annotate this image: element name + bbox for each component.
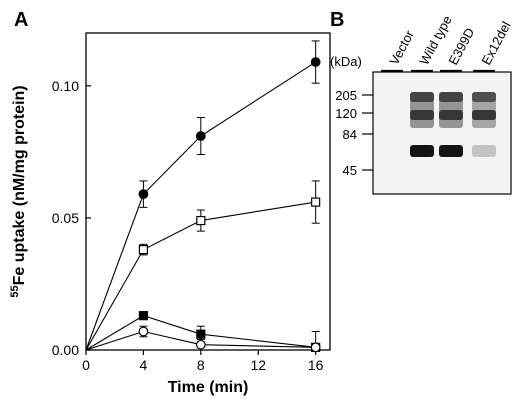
data-point — [195, 339, 206, 350]
data-point — [138, 245, 149, 255]
band-120kda — [439, 110, 463, 120]
band-205kda — [439, 92, 463, 102]
panel-a-letter: A — [14, 9, 28, 31]
data-point — [138, 326, 149, 337]
data-point — [138, 311, 149, 321]
band-65kda — [439, 145, 463, 157]
lane-label: Vector — [386, 27, 417, 67]
blot-bands — [410, 92, 496, 157]
molecular-weight-label: 84 — [343, 127, 357, 142]
chart-series-group — [85, 40, 321, 353]
x-axis-title: Time (min) — [168, 379, 249, 396]
x-tick-label: 4 — [140, 357, 148, 373]
band-205kda — [410, 92, 434, 102]
data-point — [138, 189, 149, 200]
lane-label: E399D — [445, 25, 477, 67]
chart-tick-labels: 0 4 8 12 16 0.00 0.05 0.10 — [52, 78, 324, 373]
molecular-weight-label: 45 — [343, 163, 357, 178]
data-series-open-square — [85, 180, 321, 351]
data-point — [195, 131, 206, 141]
series-line — [85, 201, 316, 351]
series-line — [85, 315, 316, 351]
x-tick-label: 16 — [308, 357, 324, 373]
blot-membrane — [372, 71, 512, 195]
band-65kda — [410, 145, 434, 157]
data-point — [196, 329, 206, 339]
band-205kda — [472, 92, 496, 102]
data-series-open-circle — [85, 325, 321, 353]
y-tick-label: 0.10 — [52, 78, 79, 94]
plot-frame — [85, 32, 331, 351]
x-tick-label: 12 — [250, 357, 266, 373]
panel-b-letter: B — [330, 9, 344, 31]
data-series-filled-circle — [85, 40, 321, 351]
band-120kda — [410, 110, 434, 120]
series-line — [85, 61, 316, 351]
data-point — [310, 57, 321, 67]
data-point — [196, 215, 206, 226]
blot-unit-label: (kDa) — [330, 54, 362, 69]
data-point — [311, 197, 321, 207]
y-tick-label: 0.05 — [52, 210, 79, 226]
x-tick-label: 8 — [197, 357, 205, 373]
line-chart: 0 4 8 12 16 0.00 0.05 0.10 Time (min) 55Fe upta… — [9, 32, 331, 396]
molecular-weight-label: 120 — [335, 106, 357, 121]
band-65kda — [472, 145, 496, 157]
series-line — [85, 330, 316, 351]
x-tick-label: 0 — [82, 357, 90, 373]
lane-label: Ex12del — [478, 19, 513, 68]
band-120kda — [472, 110, 496, 120]
chart-axes — [85, 32, 331, 355]
y-axis-title-text: Fe uptake (nM/mg protein) — [11, 85, 28, 285]
blot-molecular-weight-markers: 205 120 84 45 — [335, 88, 373, 178]
y-tick-label: 0.00 — [52, 342, 79, 358]
molecular-weight-label: 205 — [335, 88, 357, 103]
y-axis-title-isotope: 55 — [9, 285, 21, 297]
data-point — [310, 342, 321, 353]
y-axis-title: 55Fe uptake (nM/mg protein) — [9, 85, 28, 297]
